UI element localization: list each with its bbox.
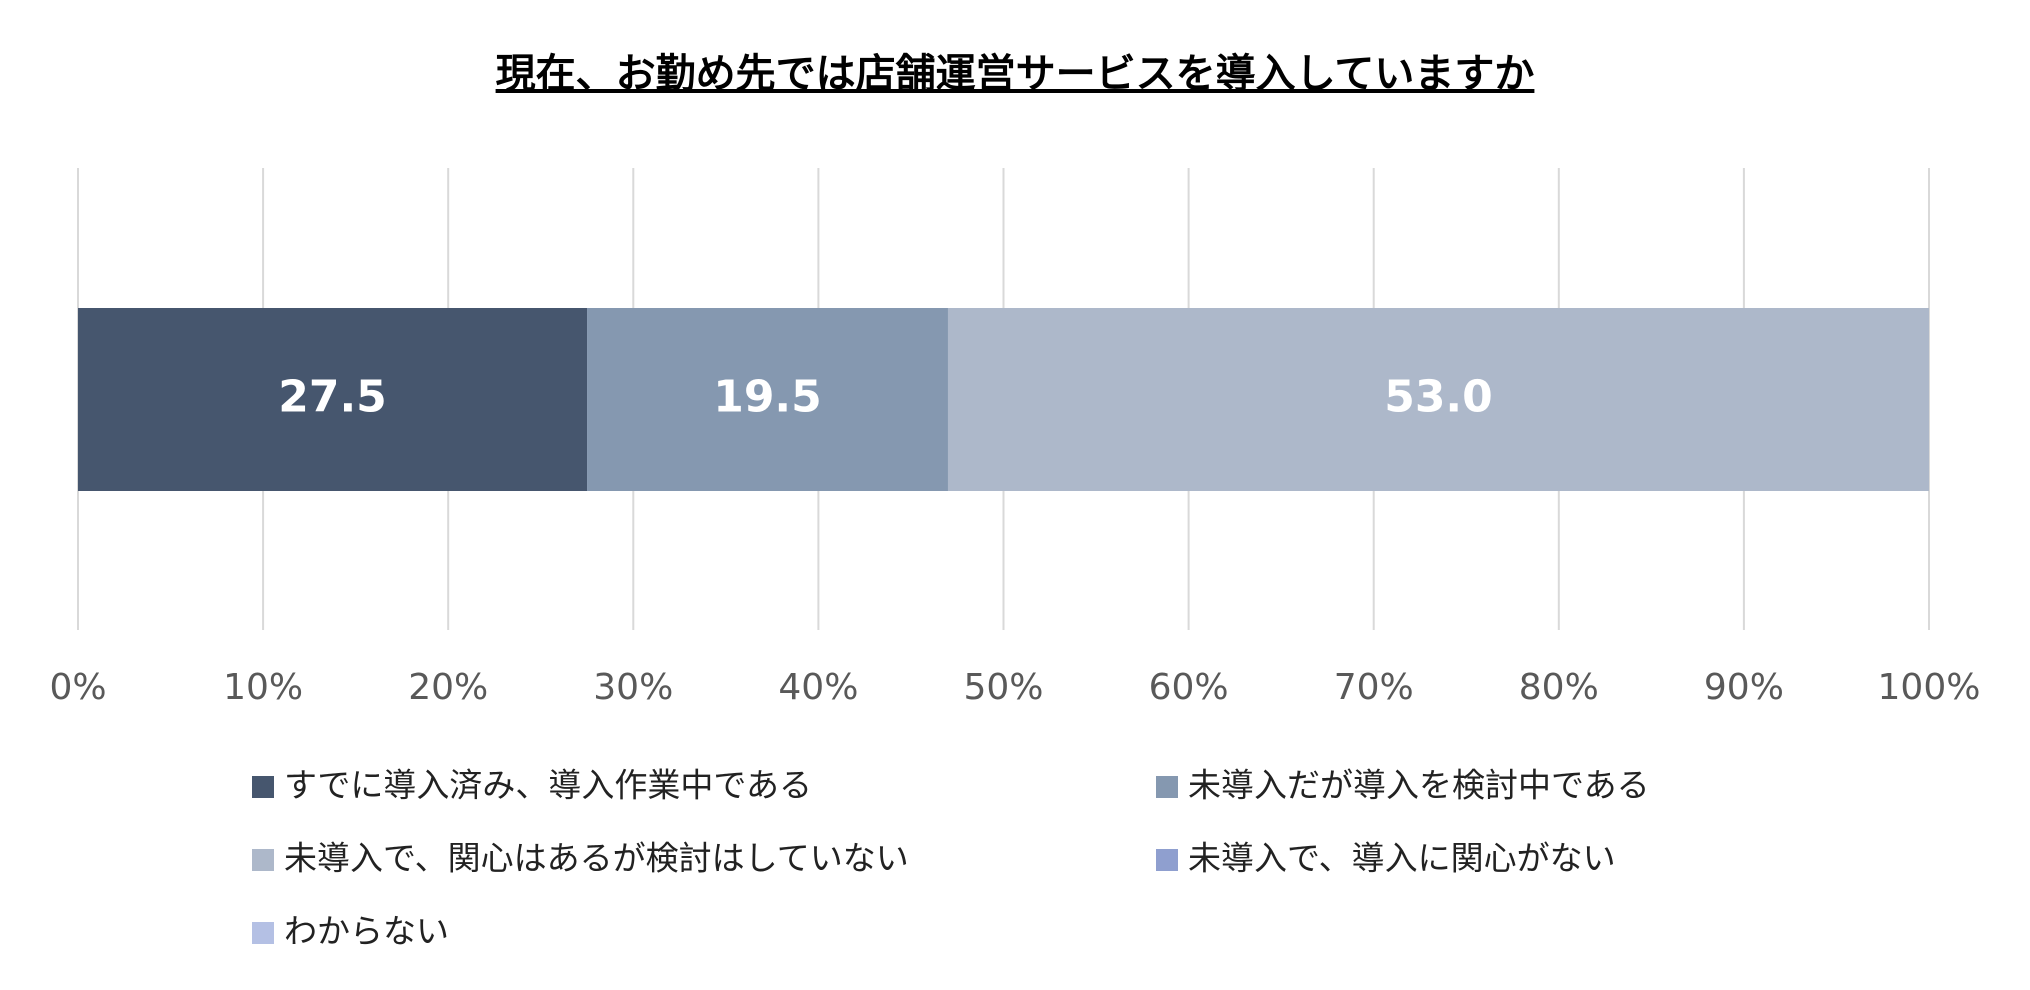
- legend-label: 未導入だが導入を検討中である: [1188, 766, 1650, 805]
- legend-label: すでに導入済み、導入作業中である: [284, 766, 812, 805]
- x-tick-label: 90%: [1704, 667, 1784, 708]
- legend-swatch: [1156, 776, 1178, 798]
- data-label: 53.0: [1384, 372, 1493, 423]
- x-tick-label: 60%: [1149, 667, 1229, 708]
- data-label: 19.5: [713, 372, 822, 423]
- legend-swatch: [252, 922, 274, 944]
- legend-label: 未導入で、関心はあるが検討はしていない: [284, 839, 909, 878]
- x-tick-label: 100%: [1878, 667, 1981, 708]
- data-label: 27.5: [278, 372, 387, 423]
- x-tick-label: 70%: [1334, 667, 1414, 708]
- x-tick-label: 10%: [223, 667, 303, 708]
- bar-segment: [947, 308, 1929, 491]
- chart-title: 現在、お勤め先では店舗運営サービスを導入していますか: [496, 51, 1535, 97]
- legend-swatch: [252, 776, 274, 798]
- x-tick-label: 20%: [408, 667, 488, 708]
- legend-label: 未導入で、導入に関心がない: [1188, 839, 1616, 878]
- bar-segment: [587, 308, 948, 491]
- legend-label: わからない: [284, 912, 449, 951]
- x-tick-label: 50%: [963, 667, 1043, 708]
- x-tick-label: 80%: [1519, 667, 1599, 708]
- legend-swatch: [252, 849, 274, 871]
- legend-swatch: [1156, 849, 1178, 871]
- x-tick-label: 40%: [778, 667, 858, 708]
- x-tick-label: 0%: [49, 667, 106, 708]
- x-tick-label: 30%: [593, 667, 673, 708]
- bar-segment: [78, 308, 588, 491]
